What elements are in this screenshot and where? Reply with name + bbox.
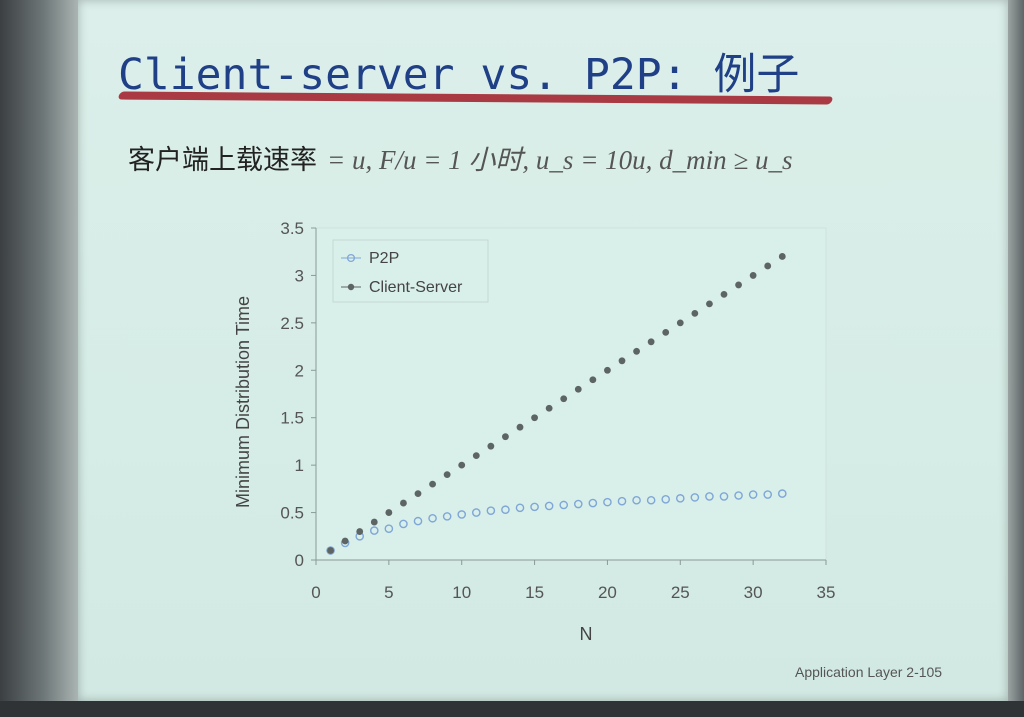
client-server-point — [400, 499, 407, 507]
client-server-point — [356, 528, 364, 535]
subtitle-math: = u, F/u = 1 小时, u_s = 10u, d_min ≥ u_s — [327, 145, 793, 175]
legend-label-p2p: P2P — [369, 250, 399, 267]
client-server-point — [720, 291, 728, 298]
y-tick-label: 3 — [295, 266, 304, 285]
client-server-point — [472, 452, 480, 460]
client-server-point — [458, 461, 466, 469]
p2p-point — [646, 495, 656, 505]
p2p-point — [544, 501, 554, 511]
x-tick-label: 0 — [311, 583, 320, 602]
legend-label-client-server: Client-Server — [369, 279, 463, 296]
subtitle: 客户端上载速率 = u, F/u = 1 小时, u_s = 10u, d_min… — [128, 138, 793, 177]
p2p-point — [777, 489, 787, 498]
p2p-point — [326, 546, 335, 555]
y-tick-label: 0.5 — [280, 504, 304, 523]
client-server-point — [691, 309, 699, 317]
p2p-point — [413, 516, 423, 526]
legend-marker-p2p — [346, 253, 356, 263]
client-server-point — [778, 253, 786, 260]
y-tick-label: 3.5 — [280, 219, 304, 238]
client-server-point — [443, 471, 451, 479]
p2p-point — [675, 494, 685, 503]
p2p-point — [763, 490, 773, 499]
y-tick-label: 2 — [295, 361, 304, 380]
p2p-point — [530, 502, 539, 512]
x-tick-label: 35 — [817, 583, 836, 602]
p2p-point — [399, 519, 408, 529]
client-server-point — [589, 376, 597, 384]
x-tick-label: 20 — [598, 583, 617, 602]
client-server-point — [662, 328, 670, 336]
client-server-point — [633, 347, 640, 355]
x-tick-label: 25 — [671, 583, 690, 602]
client-server-point — [647, 338, 655, 346]
x-axis-title: N — [580, 624, 593, 644]
x-tick-label: 10 — [452, 583, 471, 602]
p2p-point — [734, 491, 743, 500]
x-tick-label: 5 — [384, 583, 393, 602]
client-server-point — [487, 442, 495, 450]
right-wall — [1008, 0, 1024, 717]
p2p-point — [442, 512, 452, 521]
client-server-point — [574, 385, 582, 393]
p2p-point — [719, 492, 729, 501]
client-server-point — [414, 490, 422, 497]
p2p-point — [690, 493, 700, 502]
client-server-point — [531, 414, 538, 422]
distribution-chart: 0 0.5 1 1.5 2 2.5 3 3.5 0 5 10 15 20 25 30 35 N Minimum D… — [233, 219, 836, 644]
p2p-point — [617, 496, 627, 506]
client-server-point — [341, 537, 349, 545]
p2p-point — [457, 510, 467, 519]
client-server-point — [502, 433, 509, 441]
p2p-point — [632, 495, 641, 505]
y-tick-label: 2.5 — [280, 314, 304, 333]
p2p-point — [486, 506, 496, 515]
y-tick-label: 1 — [295, 456, 304, 475]
p2p-point — [515, 503, 525, 513]
y-tick-label: 0 — [295, 551, 304, 570]
x-tick-label: 30 — [744, 583, 763, 602]
p2p-point — [428, 513, 437, 523]
client-server-point — [618, 357, 626, 365]
client-server-point — [604, 366, 611, 374]
p2p-point — [559, 500, 569, 510]
client-server-point — [560, 395, 568, 403]
p2p-point — [573, 499, 583, 509]
client-server-point — [385, 509, 393, 516]
subtitle-text: 客户端上载速率 — [128, 145, 317, 176]
y-axis-title: Minimum Distribution Time — [233, 296, 253, 508]
p2p-point — [369, 526, 379, 535]
left-wall — [0, 0, 78, 717]
bottom-edge — [0, 701, 1024, 717]
client-server-point — [676, 319, 684, 327]
x-tick-label: 15 — [525, 583, 544, 602]
client-server-point — [545, 404, 553, 412]
p2p-point — [501, 505, 510, 515]
legend-marker-client-server — [347, 283, 355, 291]
client-server-point — [706, 300, 713, 308]
p2p-point — [471, 508, 481, 517]
client-server-point — [764, 262, 772, 270]
y-tick-label: 1.5 — [280, 409, 304, 428]
p2p-point — [661, 494, 671, 504]
client-server-point — [370, 518, 378, 526]
p2p-point — [588, 498, 598, 508]
p2p-point — [603, 497, 612, 507]
client-server-point — [429, 480, 436, 488]
client-server-point — [516, 423, 524, 431]
footer: Application Layer 2-105 — [795, 664, 943, 680]
client-server-point — [749, 272, 757, 279]
p2p-point — [705, 492, 714, 501]
legend-box — [332, 239, 489, 303]
client-server-point — [735, 281, 742, 289]
p2p-point — [748, 490, 758, 499]
p2p-point — [384, 524, 394, 533]
slide: Client-server vs. P2P: 例子 客户端上载速率 = u, F/… — [78, 0, 1008, 701]
client-server-point — [327, 547, 334, 554]
